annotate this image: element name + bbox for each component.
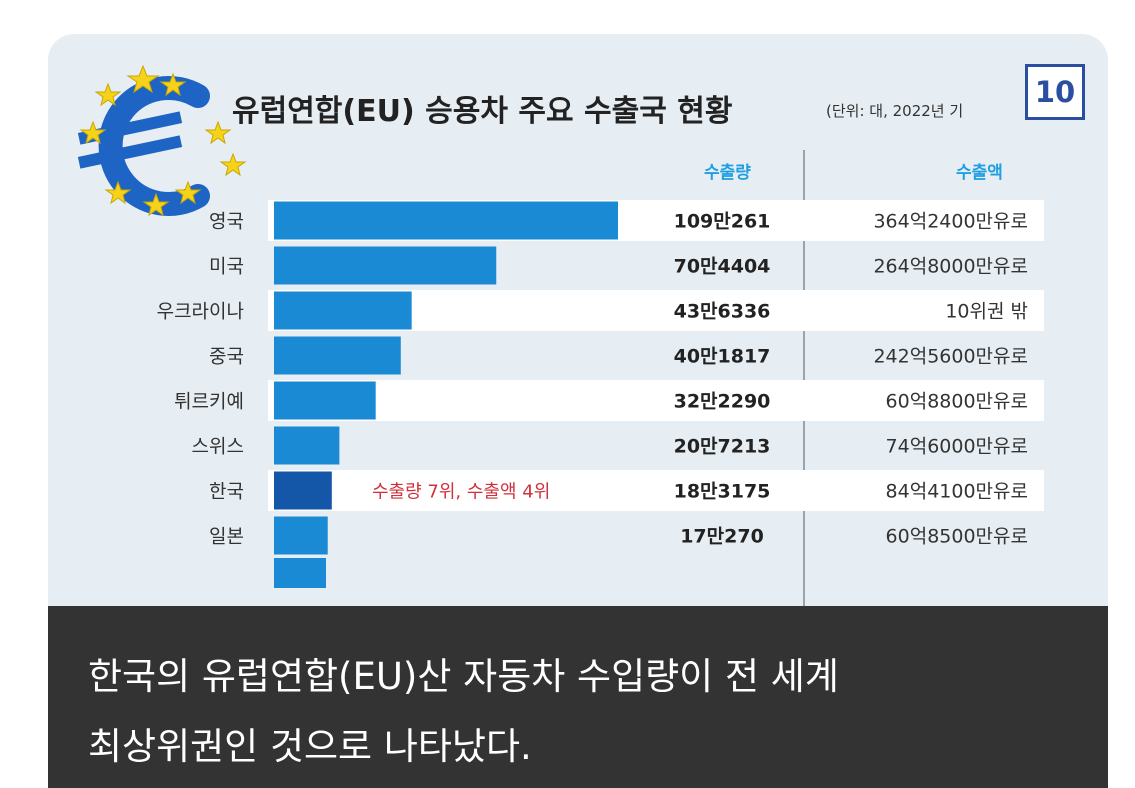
value-label: 60억8800만유로	[886, 391, 1028, 413]
bar-1	[274, 246, 497, 285]
unit-note: (단위: 대, 2022년 기	[826, 102, 964, 120]
volume-label: 70만4404	[674, 256, 771, 278]
value-label: 364억2400만유로	[873, 211, 1028, 233]
value-label: 60억8500만유로	[886, 526, 1028, 548]
caption-line-2: 최상위권인 것으로 나타났다.	[88, 725, 532, 768]
bar-5	[274, 426, 340, 465]
value-label: 264억8000만유로	[873, 256, 1028, 278]
volume-label: 109만261	[674, 211, 771, 233]
value-label: 74억6000만유로	[886, 436, 1028, 458]
bar-0	[274, 201, 618, 240]
category-label: 일본	[209, 526, 244, 548]
value-label: 84억4100만유로	[886, 481, 1028, 503]
caption-box: 한국의 유럽연합(EU)산 자동차 수입량이 전 세계 최상위권인 것으로 나타…	[48, 606, 1108, 788]
chart-title: 유럽연합(EU) 승용차 주요 수출국 현황	[232, 94, 733, 129]
category-label: 스위스	[192, 436, 244, 458]
page-number-badge: 10	[1025, 64, 1085, 120]
category-label: 우크라이나	[157, 301, 244, 323]
category-label: 한국	[209, 481, 244, 503]
bar-4	[274, 381, 376, 420]
volume-label: 43만6336	[674, 301, 771, 323]
bar-3	[274, 336, 401, 375]
column-header-value: 수출액	[956, 163, 1003, 183]
volume-label: 20만7213	[674, 436, 771, 458]
euro-logo	[77, 64, 247, 217]
value-label: 10위권 밖	[945, 301, 1028, 323]
category-label: 영국	[209, 211, 244, 233]
volume-label: 17만270	[680, 526, 764, 548]
column-header-volume: 수출량	[704, 163, 751, 183]
bar-7	[274, 516, 328, 555]
bar-2	[274, 291, 412, 330]
value-label: 242억5600만유로	[873, 346, 1028, 368]
bar-cutoff	[274, 558, 326, 588]
annotation-label: 수출량 7위, 수출액 4위	[372, 482, 550, 503]
volume-label: 40만1817	[674, 346, 771, 368]
category-label: 튀르키예	[174, 391, 244, 413]
caption-line-1: 한국의 유럽연합(EU)산 자동차 수입량이 전 세계	[88, 655, 839, 698]
row-band	[268, 470, 1044, 511]
category-label: 중국	[209, 346, 244, 368]
row-band	[268, 380, 1044, 421]
volume-label: 18만3175	[674, 481, 771, 503]
category-label: 미국	[209, 256, 244, 278]
bar-6	[274, 471, 332, 510]
volume-label: 32만2290	[674, 391, 771, 413]
